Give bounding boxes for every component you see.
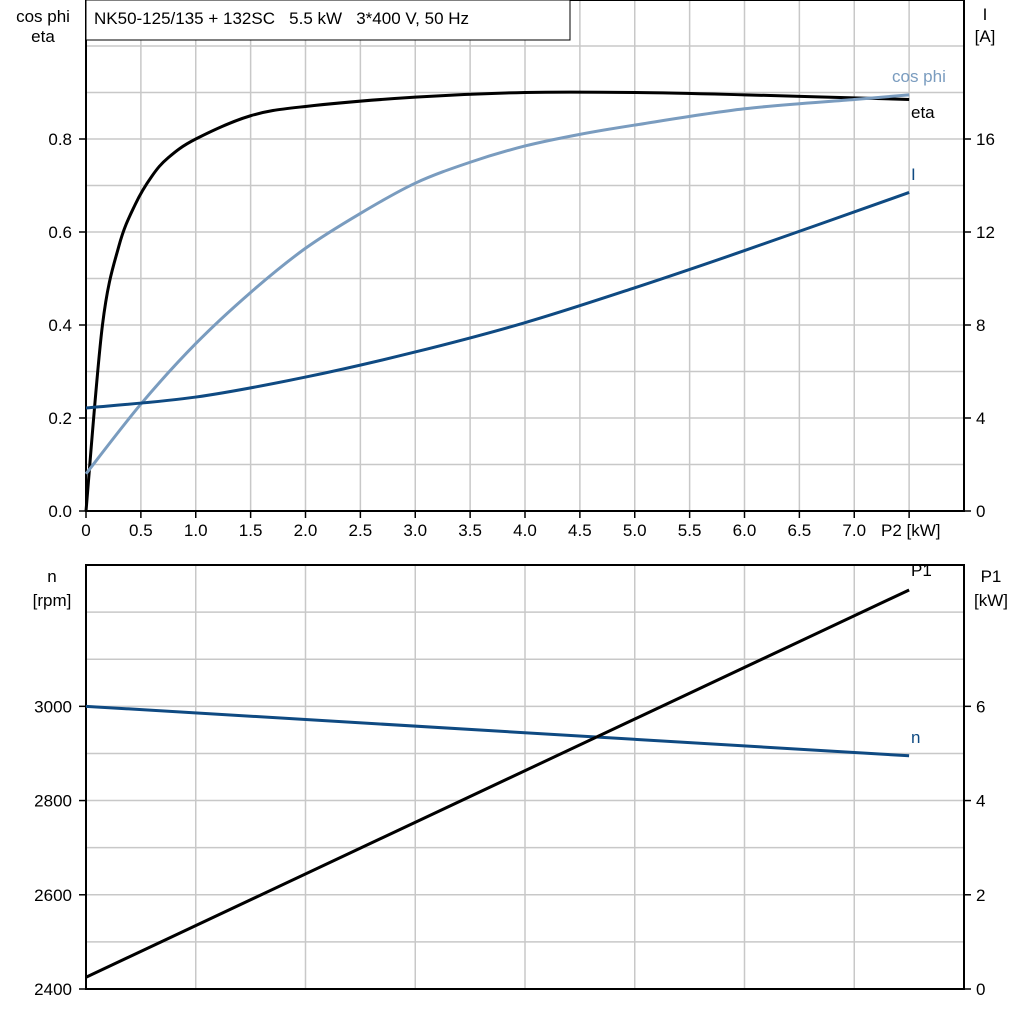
x-tick-label: 3.0 xyxy=(403,521,427,540)
y-tick-label-left: 2400 xyxy=(34,980,72,999)
bottom-left-axis-label-2: [rpm] xyxy=(33,591,72,610)
bottom-right-axis-label-2: [kW] xyxy=(974,591,1008,610)
bottom-left-axis-label-1: n xyxy=(47,567,56,586)
series-label-i: I xyxy=(911,165,916,184)
x-tick-label: 6.0 xyxy=(733,521,757,540)
bottom-grid xyxy=(86,565,964,989)
y-tick-label-right: 12 xyxy=(976,223,995,242)
series-line-eta xyxy=(84,90,910,512)
x-tick-label: 2.5 xyxy=(349,521,373,540)
x-tick-label: 4.0 xyxy=(513,521,537,540)
x-tick-label: 5.5 xyxy=(678,521,702,540)
chart-title: NK50-125/135 + 132SC 5.5 kW 3*400 V, 50 … xyxy=(94,9,469,28)
y-tick-label-left: 0.4 xyxy=(48,316,72,335)
series-line-n xyxy=(85,704,910,758)
y-tick-label-right: 0 xyxy=(976,980,985,999)
x-tick-label: 0.5 xyxy=(129,521,153,540)
bottom-plot-border xyxy=(85,564,965,990)
y-tick-label-right: 8 xyxy=(976,316,985,335)
x-tick-label: 0 xyxy=(81,521,90,540)
series-label-n: n xyxy=(911,728,920,747)
x-tick-label: 5.0 xyxy=(623,521,647,540)
series-line-p1 xyxy=(85,588,910,979)
y-tick-label-right: 2 xyxy=(976,886,985,905)
y-tick-label-left: 2600 xyxy=(34,886,72,905)
y-tick-label-left: 2800 xyxy=(34,792,72,811)
series-label-eta: eta xyxy=(911,103,935,122)
series-label-p1: P1 xyxy=(911,561,932,580)
title-box xyxy=(85,0,571,41)
y-tick-label-right: 4 xyxy=(976,409,985,428)
top-grid xyxy=(86,0,964,511)
x-tick-label: 1.5 xyxy=(239,521,263,540)
y-tick-label-left: 0.2 xyxy=(48,409,72,428)
y-tick-label-right: 0 xyxy=(976,502,985,521)
x-tick-label: 4.5 xyxy=(568,521,592,540)
y-tick-label-right: 6 xyxy=(976,697,985,716)
y-tick-label-left: 0.6 xyxy=(48,223,72,242)
top-right-axis-label-1: I xyxy=(983,5,988,24)
top-left-axis-label-1: cos phi xyxy=(16,7,70,26)
y-tick-label-right: 16 xyxy=(976,130,995,149)
x-tick-label: 3.5 xyxy=(458,521,482,540)
y-tick-label-right: 4 xyxy=(976,792,985,811)
x-tick-label: 1.0 xyxy=(184,521,208,540)
x-tick-label: 2.0 xyxy=(294,521,318,540)
series-line-i xyxy=(85,191,910,410)
bottom-right-axis-label-1: P1 xyxy=(981,567,1002,586)
x-tick-label: 6.5 xyxy=(788,521,812,540)
y-tick-label-left: 0.0 xyxy=(48,502,72,521)
x-axis-label: P2 [kW] xyxy=(881,521,941,540)
y-tick-label-left: 3000 xyxy=(34,697,72,716)
top-right-axis-label-2: [A] xyxy=(975,27,996,46)
series-label-cos-phi: cos phi xyxy=(892,67,946,86)
y-tick-label-left: 0.8 xyxy=(48,130,72,149)
series-line-cos-phi xyxy=(84,93,910,475)
top-left-axis-label-2: eta xyxy=(31,27,55,46)
x-tick-label: 7.0 xyxy=(842,521,866,540)
